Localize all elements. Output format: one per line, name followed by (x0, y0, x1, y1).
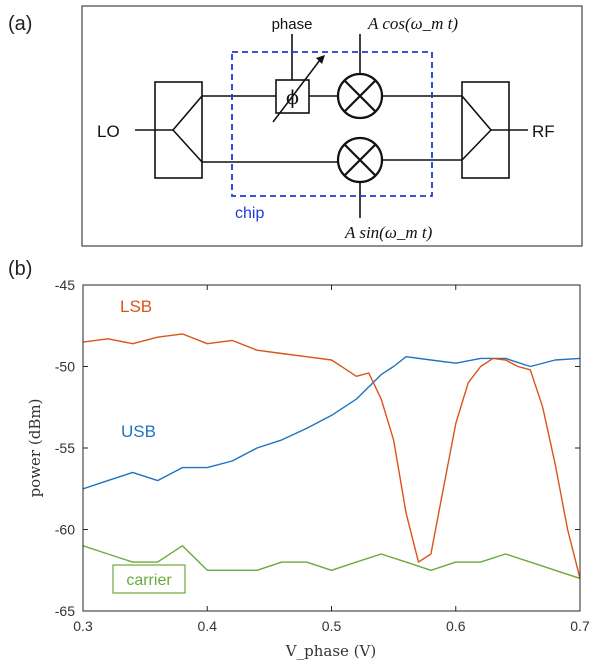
y-axis-label: power (dBm) (26, 399, 44, 498)
splitter-left (154, 81, 203, 179)
carrier-label-box (112, 564, 186, 594)
mixer-top (336, 72, 384, 120)
tick-layer: 0.3 0.4 0.5 0.6 0.7 -45 -50 -55 -60 -65 (55, 277, 590, 634)
rf-label: RF (532, 122, 555, 141)
y-tick-label: -50 (55, 359, 75, 375)
x-tick-label: 0.3 (73, 618, 93, 634)
x-axis-label: V_phase (V) (285, 642, 376, 660)
series-layer (83, 333, 580, 580)
panel-b-label: (b) (8, 258, 32, 280)
series-line-carrier (83, 545, 580, 580)
chip-boundary (231, 51, 433, 197)
panel-a-label: (a) (8, 13, 32, 35)
phase-label: phase (272, 16, 313, 33)
lo-label: LO (97, 122, 120, 141)
y-tick-label: -55 (55, 440, 75, 456)
panel-a-frame (81, 5, 583, 247)
x-tick-label: 0.5 (322, 618, 342, 634)
x-tick-label: 0.6 (446, 618, 466, 634)
annotation-carrier: carrier (126, 572, 172, 589)
x-tick-label: 0.4 (198, 618, 218, 634)
mixer-bottom (336, 136, 384, 184)
x-tick-label: 0.7 (570, 618, 590, 634)
annotation-usb: USB (121, 422, 156, 441)
tuning-arrow (272, 59, 321, 123)
mixer-top-label: A cos(ω_m t) (367, 14, 458, 33)
annotation-lsb: LSB (120, 297, 152, 316)
chip-label: chip (235, 205, 264, 222)
y-tick-label: -45 (55, 277, 75, 293)
tuning-arrow-head (316, 55, 325, 64)
series-line-lsb (83, 333, 580, 579)
y-tick-label: -60 (55, 522, 75, 538)
y-tick-label: -65 (55, 603, 75, 619)
mixer-bottom-label: A sin(ω_m t) (344, 223, 433, 242)
